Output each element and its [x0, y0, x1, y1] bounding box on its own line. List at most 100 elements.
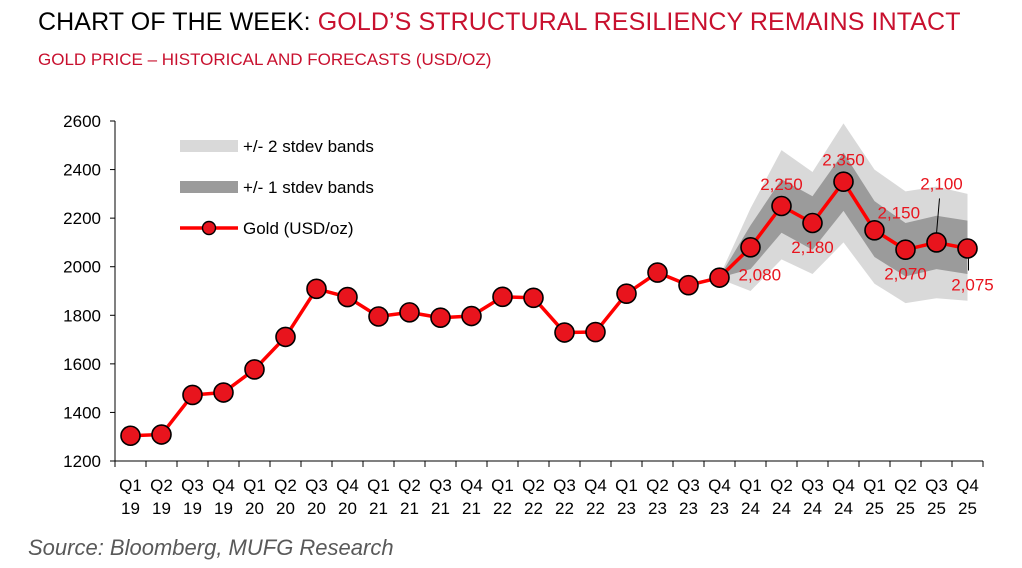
x-tick-label-quarter: Q4 — [212, 476, 235, 495]
source-note: Source: Bloomberg, MUFG Research — [28, 535, 394, 560]
x-tick-label-quarter: Q4 — [460, 476, 483, 495]
x-tick-label-year: 24 — [803, 499, 822, 518]
x-tick-label-year: 19 — [152, 499, 171, 518]
x-tick-label-year: 24 — [772, 499, 791, 518]
data-label: 2,180 — [791, 238, 834, 257]
x-tick-label-year: 21 — [462, 499, 481, 518]
x-tick-label-year: 23 — [679, 499, 698, 518]
x-tick-label-quarter: Q2 — [522, 476, 545, 495]
x-tick-label-quarter: Q2 — [274, 476, 297, 495]
gold-data-point — [585, 321, 606, 343]
x-tick-label-quarter: Q2 — [398, 476, 421, 495]
x-tick-label-quarter: Q3 — [429, 476, 452, 495]
x-tick-label-quarter: Q4 — [336, 476, 359, 495]
x-tick-label-quarter: Q1 — [119, 476, 142, 495]
gold-data-point — [709, 267, 730, 288]
x-tick-label-quarter: Q3 — [553, 476, 576, 495]
x-tick-label-quarter: Q2 — [770, 476, 793, 495]
x-tick-label-year: 22 — [524, 499, 543, 518]
x-tick-label-year: 21 — [400, 499, 419, 518]
x-tick-label-year: 19 — [214, 499, 233, 518]
x-tick-label-quarter: Q1 — [739, 476, 762, 495]
x-tick-label-year: 23 — [648, 499, 667, 518]
gold-data-point — [647, 262, 668, 283]
x-tick-label-quarter: Q1 — [243, 476, 266, 495]
chart-title: CHART OF THE WEEK: GOLD’S STRUCTURAL RES… — [38, 8, 961, 37]
gold-data-point — [368, 306, 389, 327]
x-tick-label-year: 21 — [369, 499, 388, 518]
x-tick-label-year: 22 — [555, 499, 574, 518]
chart-subtitle: GOLD PRICE – HISTORICAL AND FORECASTS (U… — [38, 50, 492, 69]
data-label-leader — [936, 198, 940, 234]
gold-data-point — [864, 219, 885, 241]
gold-data-point — [833, 171, 854, 193]
x-tick-label-year: 25 — [927, 499, 946, 518]
data-label: 2,080 — [739, 265, 782, 284]
x-tick-label-quarter: Q2 — [894, 476, 917, 495]
x-tick-label-quarter: Q1 — [491, 476, 514, 495]
x-tick-label-year: 23 — [617, 499, 636, 518]
legend-swatch-stdev1 — [180, 181, 238, 193]
gold-data-point — [616, 283, 637, 304]
x-tick-label-quarter: Q3 — [181, 476, 204, 495]
x-tick-label-year: 24 — [741, 499, 760, 518]
y-tick-label: 1400 — [63, 403, 101, 422]
y-tick-label: 2200 — [63, 209, 101, 228]
legend-swatch-marker — [201, 220, 217, 236]
gold-data-point — [275, 326, 296, 348]
y-tick-label: 2600 — [63, 112, 101, 131]
x-tick-label-quarter: Q3 — [925, 476, 948, 495]
x-tick-label-year: 22 — [586, 499, 605, 518]
x-tick-label-year: 25 — [958, 499, 977, 518]
y-tick-label: 1600 — [63, 355, 101, 374]
x-tick-label-year: 23 — [710, 499, 729, 518]
gold-data-point — [244, 359, 265, 380]
x-tick-label-year: 20 — [307, 499, 326, 518]
x-tick-label-quarter: Q3 — [801, 476, 824, 495]
gold-data-point — [926, 232, 947, 253]
y-tick-label: 2400 — [63, 161, 101, 180]
x-tick-label-quarter: Q2 — [150, 476, 173, 495]
gold-data-point — [306, 278, 327, 300]
legend-swatch-stdev2 — [180, 140, 238, 152]
gold-data-point — [430, 307, 451, 329]
gold-data-point — [151, 424, 172, 445]
data-label: 2,100 — [920, 174, 963, 193]
x-tick-label-year: 19 — [121, 499, 140, 518]
x-tick-label-year: 20 — [338, 499, 357, 518]
title-prefix: CHART OF THE WEEK: — [38, 8, 318, 36]
title-highlight: GOLD’S STRUCTURAL RESILIENCY REMAINS INT… — [317, 8, 961, 36]
x-tick-label-year: 21 — [431, 499, 450, 518]
gold-data-point — [802, 212, 823, 234]
x-tick-label-quarter: Q4 — [584, 476, 607, 495]
gold-data-point — [492, 286, 513, 308]
x-tick-label-quarter: Q4 — [708, 476, 731, 495]
gold-data-point — [554, 322, 575, 343]
x-tick-label-quarter: Q1 — [367, 476, 390, 495]
gold-data-point — [399, 302, 420, 323]
gold-data-point — [182, 384, 203, 406]
x-tick-label-quarter: Q2 — [646, 476, 669, 495]
legend-label: +/- 1 stdev bands — [243, 178, 374, 197]
x-tick-label-year: 25 — [865, 499, 884, 518]
x-tick-label-quarter: Q1 — [863, 476, 886, 495]
x-tick-label-year: 24 — [834, 499, 853, 518]
y-tick-label: 2000 — [63, 258, 101, 277]
data-label: 2,075 — [951, 276, 994, 295]
x-tick-label-quarter: Q3 — [305, 476, 328, 495]
y-tick-label: 1200 — [63, 452, 101, 471]
data-label: 2,070 — [884, 265, 927, 284]
x-tick-label-quarter: Q1 — [615, 476, 638, 495]
gold-data-point — [895, 239, 916, 261]
gold-data-point — [213, 382, 234, 403]
y-tick-label: 1800 — [63, 306, 101, 325]
gold-data-point — [523, 287, 544, 309]
gold-data-point — [957, 238, 978, 259]
x-tick-label-quarter: Q3 — [677, 476, 700, 495]
data-label: 2,350 — [822, 151, 865, 170]
x-tick-label-year: 20 — [276, 499, 295, 518]
data-label: 2,250 — [760, 175, 803, 194]
x-tick-label-year: 20 — [245, 499, 264, 518]
x-tick-label-quarter: Q4 — [956, 476, 979, 495]
